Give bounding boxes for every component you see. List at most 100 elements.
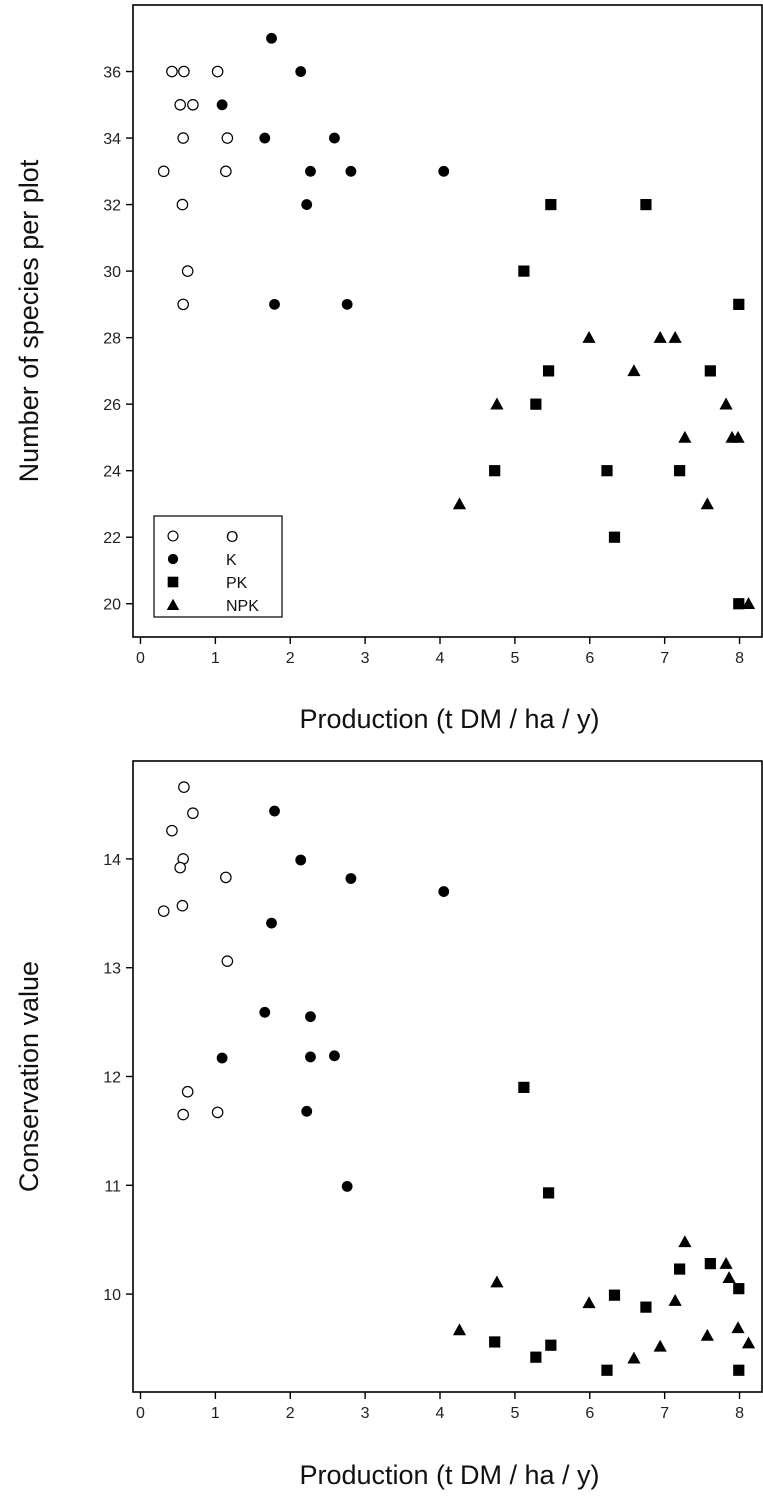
data-point-k [305, 1051, 316, 1063]
data-point-npk [668, 331, 682, 343]
x-tick-label: 2 [286, 650, 295, 667]
series-o [157, 65, 234, 311]
series-k [216, 32, 450, 310]
legend-label-pk: PK [226, 575, 248, 592]
x-tick-label: 4 [436, 1405, 445, 1422]
data-point-k [295, 66, 307, 77]
data-point-o [178, 781, 190, 793]
data-point-k [259, 132, 271, 144]
data-point-pk [674, 1263, 686, 1275]
data-point-o [176, 198, 189, 211]
series-npk [452, 331, 756, 610]
y-tick-label: 12 [103, 1070, 121, 1087]
x-axis-title: Production (t DM / ha / y) [299, 1460, 599, 1490]
data-point-o [174, 98, 186, 111]
data-point-o [221, 132, 234, 144]
x-tick-label: 6 [585, 650, 594, 667]
data-point-npk [653, 1339, 667, 1352]
y-tick-label: 30 [103, 264, 121, 281]
data-point-npk [627, 1351, 641, 1364]
data-point-pk [518, 1081, 530, 1093]
data-point-o [157, 165, 170, 178]
data-point-pk [601, 1364, 613, 1376]
x-tick-label: 7 [660, 1405, 669, 1422]
data-point-pk [733, 1364, 745, 1376]
y-axis-title: Number of species per plot [14, 159, 44, 482]
data-point-o [177, 1108, 189, 1121]
data-point-k [341, 298, 353, 310]
data-point-o [157, 905, 170, 917]
data-point-k [345, 873, 357, 884]
x-tick-label: 5 [510, 650, 519, 667]
data-point-npk [452, 1323, 467, 1336]
data-point-npk [678, 430, 692, 443]
data-point-k [259, 1006, 271, 1018]
data-point-pk [542, 365, 555, 377]
y-tick-label: 10 [103, 1287, 121, 1304]
y-tick-label: 13 [103, 961, 121, 978]
y-tick-label: 24 [103, 464, 121, 481]
x-tick-label: 3 [361, 1405, 370, 1422]
legend-marker-o [167, 530, 179, 542]
y-tick-label: 32 [103, 198, 121, 215]
data-point-k [269, 805, 280, 817]
legend: OK PK NPK [153, 515, 283, 618]
legend-label-k: K [226, 552, 237, 569]
data-point-npk [700, 497, 714, 510]
data-point-pk [608, 1289, 621, 1301]
plot-frame [132, 4, 763, 638]
data-point-npk [719, 397, 733, 410]
data-point-k [269, 298, 280, 310]
data-point-o [166, 65, 178, 78]
data-point-pk [674, 465, 686, 477]
data-point-k [305, 165, 316, 177]
data-point-npk [741, 597, 756, 610]
x-tick-label: 3 [361, 650, 370, 667]
data-point-o [221, 955, 234, 967]
data-point-npk [722, 1271, 736, 1284]
x-tick-label: 1 [211, 1405, 220, 1422]
series-pk [489, 1081, 745, 1376]
data-point-pk [733, 1283, 745, 1295]
data-point-npk [719, 1257, 733, 1269]
data-point-pk [530, 1351, 542, 1363]
data-point-npk [582, 331, 596, 343]
data-point-k [329, 132, 340, 144]
series-o [157, 781, 234, 1121]
y-axis-title: Conservation value [14, 961, 44, 1192]
data-point-k [301, 1105, 313, 1117]
data-point-o [176, 899, 189, 912]
data-point-o [178, 65, 190, 78]
x-tick-label: 4 [436, 650, 445, 667]
y-tick-label: 28 [103, 331, 121, 348]
data-point-pk [542, 1187, 555, 1199]
data-point-npk [731, 430, 745, 443]
data-point-npk [490, 397, 504, 410]
data-point-pk [704, 365, 716, 377]
data-point-pk [489, 1336, 501, 1348]
y-tick-label: 36 [103, 65, 121, 82]
data-point-pk [530, 398, 542, 410]
x-tick-label: 8 [735, 650, 744, 667]
data-point-o [220, 871, 232, 884]
data-point-npk [741, 1336, 756, 1349]
data-point-pk [704, 1258, 716, 1270]
data-point-k [329, 1050, 340, 1062]
x-tick-label: 0 [136, 650, 145, 667]
data-point-npk [627, 364, 641, 377]
data-point-npk [731, 1321, 745, 1334]
data-point-k [295, 854, 307, 866]
y-tick-label: 11 [104, 1178, 121, 1195]
data-point-k [305, 1011, 316, 1023]
data-point-npk [700, 1328, 714, 1341]
data-point-k [216, 1052, 228, 1064]
data-point-o [174, 861, 186, 874]
x-tick-label: 8 [735, 1405, 744, 1422]
data-point-o [211, 65, 224, 78]
data-point-o [181, 265, 194, 277]
y-tick-label: 20 [103, 597, 121, 614]
data-point-k [345, 165, 357, 177]
data-point-pk [545, 198, 557, 211]
